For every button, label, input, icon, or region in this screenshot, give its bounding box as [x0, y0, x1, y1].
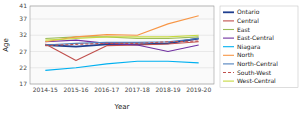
- series-line: [45, 61, 198, 70]
- series-line: [45, 35, 198, 40]
- series-line: [45, 41, 198, 46]
- legend-label: East: [237, 26, 251, 33]
- x-tick-label: 2015-16: [63, 86, 88, 93]
- legend-label: North-Central: [237, 60, 278, 67]
- y-tick-label: 41: [19, 2, 27, 9]
- x-axis-label: Year: [114, 103, 130, 111]
- y-tick-label: 37: [19, 15, 27, 22]
- legend-swatch: [223, 29, 234, 30]
- x-tick-label: 2018-19: [155, 86, 180, 93]
- legend-label: North: [237, 51, 254, 58]
- chart: 17 22 27 32 37 41 2014-15 2015-16 2016-17 2017-18…: [0, 0, 300, 113]
- y-tick-label: 17: [19, 80, 27, 87]
- legend-label: Central: [237, 17, 259, 24]
- plot-area: [30, 6, 214, 84]
- legend-swatch: [223, 72, 234, 73]
- legend-label: Niagara: [237, 43, 261, 51]
- grid-line: [30, 67, 214, 68]
- y-tick-label: 22: [19, 64, 27, 71]
- series-line: [45, 39, 198, 46]
- x-tick-label: 2019-20: [186, 86, 211, 93]
- legend-frame: [220, 6, 298, 87]
- legend-swatch: [223, 20, 234, 21]
- legend-label: East-Central: [237, 34, 274, 41]
- legend-swatch: [223, 38, 234, 39]
- series-group: [45, 16, 198, 71]
- legend-swatch: [223, 81, 234, 82]
- legend-swatch: [223, 46, 234, 47]
- y-tick-label: 27: [19, 48, 27, 55]
- legend-swatch: [223, 11, 234, 13]
- legend: OntarioCentralEastEast-CentralNiagaraNor…: [220, 6, 298, 87]
- legend-label: West-Central: [237, 77, 276, 84]
- x-tick-label: 2016-17: [94, 86, 119, 93]
- legend-swatch: [223, 63, 234, 64]
- series-line: [45, 16, 198, 42]
- series-line: [45, 40, 198, 51]
- x-tick-label: 2017-18: [125, 86, 150, 93]
- x-tick-label: 2014-15: [33, 86, 58, 93]
- legend-label: Ontario: [237, 8, 260, 15]
- legend-swatch: [223, 55, 234, 56]
- y-tick-label: 32: [19, 31, 27, 38]
- plot-frame: [30, 6, 214, 84]
- y-axis-label: Age: [2, 38, 10, 52]
- legend-label: South-West: [237, 69, 272, 76]
